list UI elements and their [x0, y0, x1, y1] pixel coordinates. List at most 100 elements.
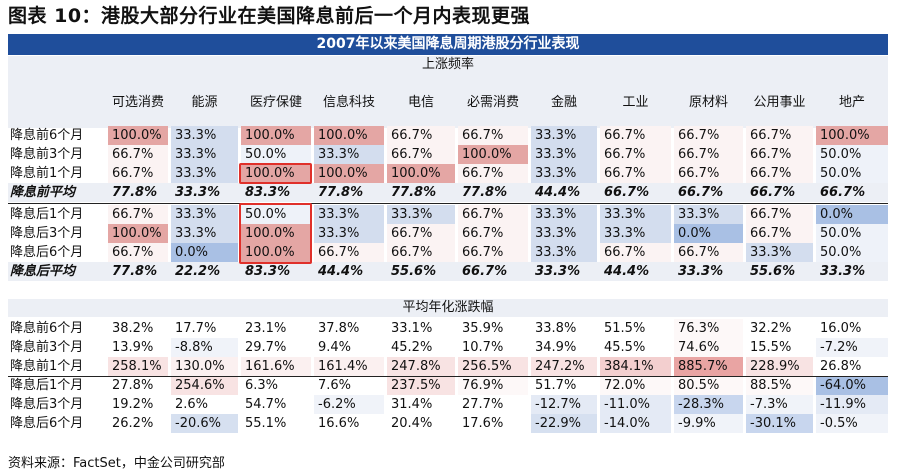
table-cell: 17.6%	[458, 414, 528, 433]
row-label: 降息后1个月	[10, 207, 84, 222]
table-cell: -30.1%	[746, 414, 813, 433]
table-cell: 66.7%	[600, 243, 671, 262]
table-cell: -14.0%	[600, 414, 671, 433]
table-cell: 77.8%	[108, 183, 168, 202]
table-cell: 0.0%	[171, 243, 238, 262]
table-cell: 33.3%	[314, 145, 384, 164]
table-row: 降息前3个月 66.7% 33.3% 50.0% 33.3% 66.7% 100.0% 33.…	[8, 145, 888, 164]
table-row: 降息后3个月 100.0% 33.3% 100.0% 33.3% 66.7% 66.7% 33…	[8, 224, 888, 243]
table-cell: -64.0%	[816, 376, 888, 395]
table-cell: 6.3%	[241, 376, 311, 395]
table-cell: -6.2%	[314, 395, 384, 414]
table-title: 2007年以来美国降息周期港股分行业表现	[8, 34, 888, 55]
average-row: 降息后平均 77.8% 22.2% 83.3% 44.4% 55.6% 66.7% 33.3%…	[8, 262, 888, 281]
table-cell: 29.7%	[241, 338, 311, 357]
table-cell: 33.3%	[531, 164, 597, 183]
table-cell: 66.7%	[387, 126, 455, 145]
table-cell: 33.3%	[531, 205, 597, 224]
table-cell: 247.2%	[531, 357, 597, 376]
table-row: 降息前1个月 258.1% 130.0% 161.6% 161.4% 247.8% 256.…	[8, 357, 888, 376]
table-cell: 50.0%	[816, 243, 888, 262]
table-cell: 66.7%	[600, 126, 671, 145]
table-cell: 66.7%	[674, 183, 743, 202]
table-cell: 100.0%	[314, 164, 384, 183]
table-cell: 10.7%	[458, 338, 528, 357]
table-cell: 50.0%	[241, 205, 311, 224]
section-return-heading: 平均年化涨跌幅	[8, 299, 888, 317]
table-cell: 66.7%	[600, 164, 671, 183]
table-cell: 66.7%	[746, 205, 813, 224]
table-cell: 66.7%	[746, 183, 813, 202]
row-label: 降息后3个月	[10, 397, 84, 412]
table-cell: 54.7%	[241, 395, 311, 414]
column-header: 能源	[191, 95, 218, 110]
table-cell: -8.8%	[171, 338, 238, 357]
table-cell: 33.3%	[531, 243, 597, 262]
table-cell: 13.9%	[108, 338, 168, 357]
table-cell: 66.7%	[387, 145, 455, 164]
table-cell: 66.7%	[746, 126, 813, 145]
table-cell: 50.0%	[816, 145, 888, 164]
table-cell: 247.8%	[387, 357, 455, 376]
table-cell: 16.6%	[314, 414, 384, 433]
table-cell: 100.0%	[241, 126, 311, 145]
table-row: 降息前1个月 66.7% 33.3% 100.0% 100.0% 100.0% 66.7% 3…	[8, 164, 888, 183]
table-cell: 66.7%	[458, 243, 528, 262]
table-cell: 77.8%	[387, 183, 455, 202]
column-header: 工业	[622, 95, 649, 110]
table-cell: 72.0%	[600, 376, 671, 395]
column-header: 信息科技	[322, 95, 375, 110]
figure-title: 图表 10：港股大部分行业在美国降息前后一个月内表现更强	[8, 5, 531, 27]
table-cell: -11.9%	[816, 395, 888, 414]
column-header: 地产	[838, 95, 865, 110]
table-cell: 55.6%	[387, 262, 455, 281]
section-frequency-heading: 上涨频率	[8, 56, 888, 74]
table-cell: 66.7%	[746, 145, 813, 164]
table-cell: 50.0%	[241, 145, 311, 164]
row-label: 降息前3个月	[10, 340, 84, 355]
table-cell: 33.3%	[171, 164, 238, 183]
divider-line	[8, 203, 888, 204]
table-cell: 26.8%	[816, 357, 888, 376]
table-row: 降息后6个月 66.7% 0.0% 100.0% 66.7% 66.7% 66.7% 33.3…	[8, 243, 888, 262]
table-cell: 83.3%	[241, 262, 311, 281]
table-cell: 23.1%	[241, 319, 311, 338]
table-cell: 80.5%	[674, 376, 743, 395]
table-cell: 66.7%	[746, 164, 813, 183]
table-cell: 33.3%	[600, 224, 671, 243]
table-cell: 22.2%	[171, 262, 238, 281]
table-cell: 33.3%	[531, 224, 597, 243]
table-cell: 100.0%	[108, 126, 168, 145]
table-cell: 15.5%	[746, 338, 813, 357]
row-label: 降息后3个月	[10, 226, 84, 241]
table-cell: 66.7%	[458, 126, 528, 145]
table-cell: 885.7%	[674, 357, 743, 376]
table-cell: 33.3%	[531, 126, 597, 145]
column-header: 金融	[550, 95, 577, 110]
table-cell: 66.7%	[458, 205, 528, 224]
table-cell: 66.7%	[674, 126, 743, 145]
table-cell: 33.3%	[171, 205, 238, 224]
table-cell: 66.7%	[108, 145, 168, 164]
table-cell: 16.0%	[816, 319, 888, 338]
table-cell: 66.7%	[387, 243, 455, 262]
table-cell: 44.4%	[314, 262, 384, 281]
table-cell: 77.8%	[458, 183, 528, 202]
table-row: 降息前6个月 100.0% 33.3% 100.0% 100.0% 66.7% 66.7% 3…	[8, 126, 888, 145]
table-cell: 100.0%	[241, 224, 311, 243]
table-cell: 77.8%	[108, 262, 168, 281]
table-cell: 100.0%	[387, 164, 455, 183]
table-cell: 66.7%	[674, 243, 743, 262]
table-cell: 33.3%	[600, 205, 671, 224]
column-header: 原材料	[688, 95, 728, 110]
row-label: 降息前3个月	[10, 147, 84, 162]
table-cell: 17.7%	[171, 319, 238, 338]
table-cell: 55.1%	[241, 414, 311, 433]
average-row: 降息前平均 77.8% 33.3% 83.3% 77.8% 77.8% 77.8% 44.4%…	[8, 183, 888, 202]
table-row: 降息前6个月 38.2% 17.7% 23.1% 37.8% 33.1% 35.9% 33.8…	[8, 319, 888, 338]
table-cell: 33.3%	[171, 224, 238, 243]
table-cell: 44.4%	[531, 183, 597, 202]
row-label: 降息后6个月	[10, 416, 84, 431]
table-cell: 9.4%	[314, 338, 384, 357]
highlight-box	[239, 203, 312, 264]
